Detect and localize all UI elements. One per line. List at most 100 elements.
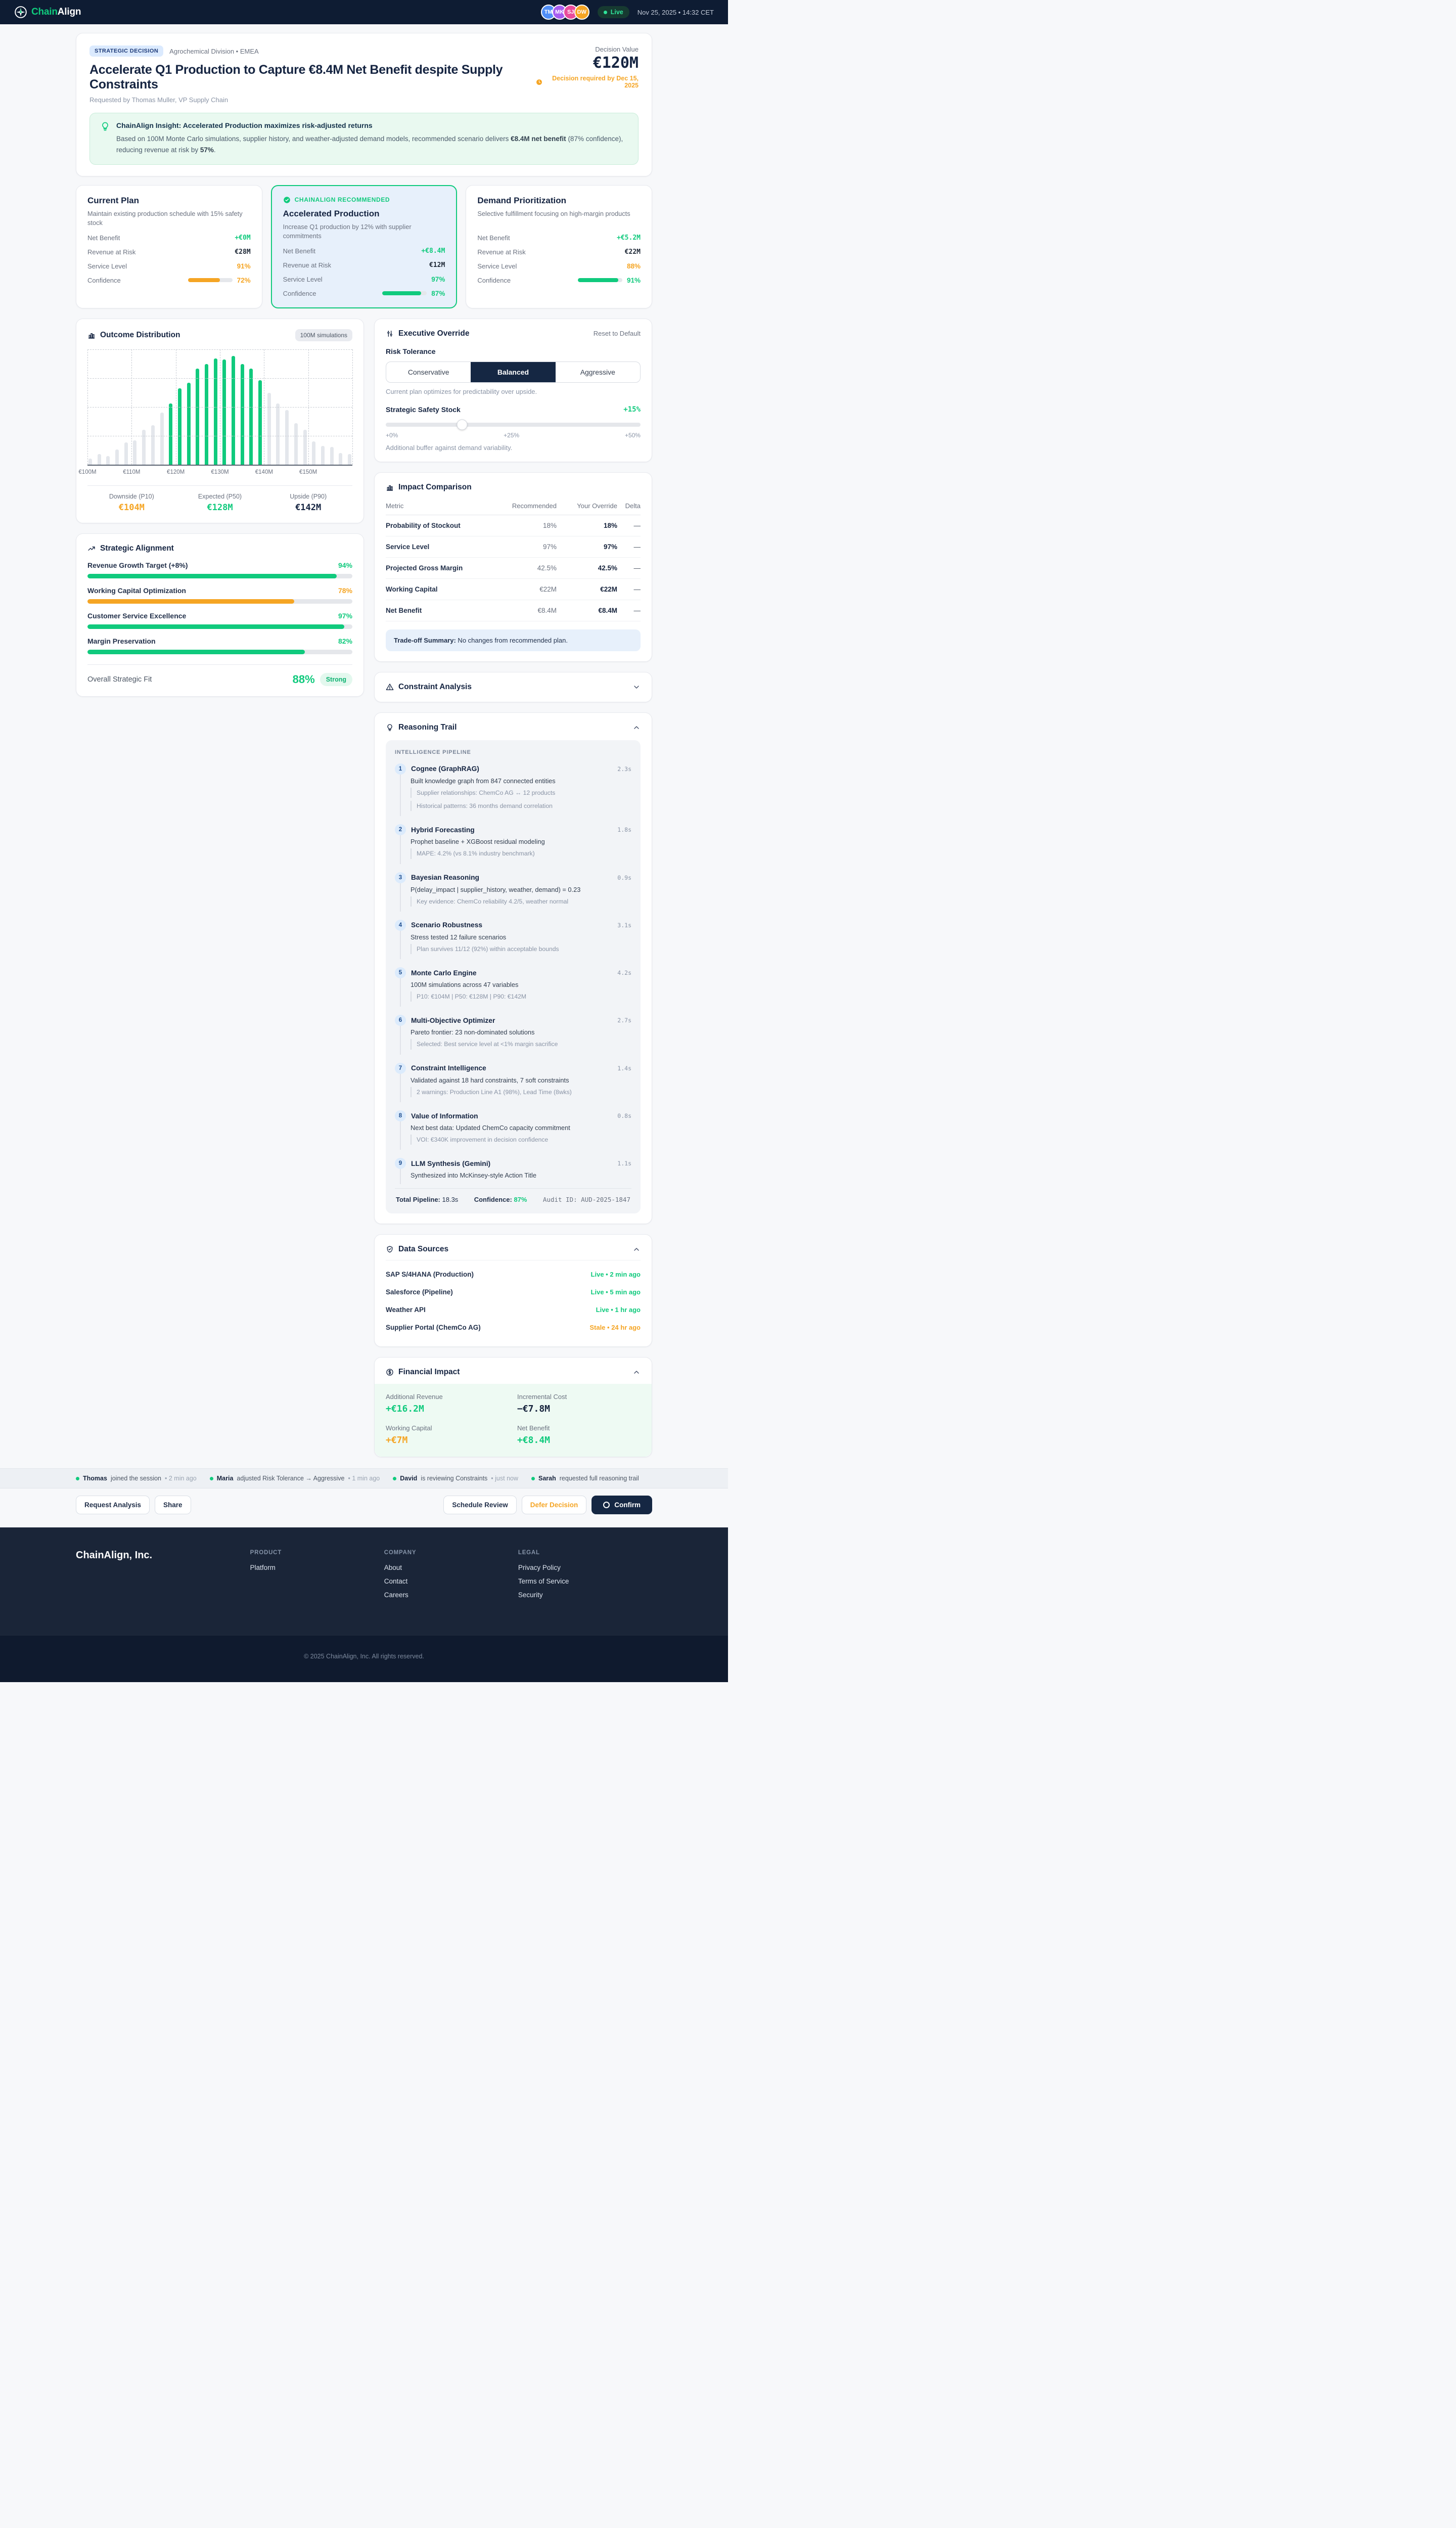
step-evidence: Plan survives 11/12 (92%) within accepta… [411, 944, 631, 954]
footer-link[interactable]: Privacy Policy [518, 1564, 652, 1571]
alignment-name: Revenue Growth Target (+8%) [87, 561, 188, 569]
histogram-bar [187, 383, 191, 465]
scenario-description: Selective fulfillment focusing on high-m… [477, 209, 641, 228]
activity-time: • 2 min ago [165, 1475, 197, 1482]
footer-link[interactable]: About [384, 1564, 518, 1571]
x-axis-label: €100M [78, 469, 96, 475]
percentile-label: Downside (P10) [87, 493, 176, 500]
metric-row: Service Level 91% [87, 262, 251, 270]
scenario-card-1[interactable]: Current PlanMaintain existing production… [76, 185, 262, 308]
overall-fit-value: 88% [293, 673, 315, 686]
footer-heading: PRODUCT [250, 1550, 384, 1556]
metric-name: Service Level [386, 543, 496, 551]
pipeline-step: 4Scenario Robustness3.1sStress tested 12… [395, 920, 631, 959]
histogram-bar [276, 403, 280, 465]
slider-thumb[interactable] [457, 419, 468, 430]
defer-decision-button[interactable]: Defer Decision [522, 1496, 587, 1514]
footer-link[interactable]: Security [518, 1591, 652, 1599]
activity-time: • 1 min ago [348, 1475, 380, 1482]
alignment-item: Revenue Growth Target (+8%)94% [87, 561, 352, 578]
step-number: 1 [395, 763, 406, 775]
metric-label: Service Level [87, 262, 127, 270]
pipeline-confidence: Confidence: 87% [474, 1196, 527, 1203]
alignment-bar-fill [87, 599, 294, 604]
activity-action: is reviewing Constraints [421, 1475, 487, 1482]
footer-link[interactable]: Platform [250, 1564, 384, 1571]
financial-item: Working Capital+€7M [386, 1424, 509, 1446]
gridline-horizontal [87, 407, 352, 408]
page-title: Accelerate Q1 Production to Capture €8.4… [89, 63, 536, 92]
histogram-bar [98, 454, 101, 465]
confidence-bar-wrap: 72% [188, 277, 251, 284]
scenario-card-3[interactable]: Demand Prioritization Selective fulfillme… [466, 185, 652, 308]
share-button[interactable]: Share [155, 1496, 191, 1514]
x-axis-label: €120M [167, 469, 185, 475]
financial-impact-toggle[interactable]: Financial Impact [386, 1368, 641, 1377]
x-axis-label: €150M [299, 469, 317, 475]
insight-banner: ChainAlign Insight: Accelerated Producti… [89, 113, 639, 165]
histogram-bar [232, 356, 235, 464]
metric-cell: — [617, 564, 641, 572]
constraint-analysis-card: Constraint Analysis [374, 672, 652, 702]
metric-value: +€5.2M [617, 234, 641, 242]
brand-logo[interactable]: ChainAlign [14, 6, 81, 19]
step-title: Bayesian Reasoning [411, 874, 612, 881]
bar-chart-icon [87, 331, 96, 339]
step-evidence: Key evidence: ChemCo reliability 4.2/5, … [411, 896, 631, 907]
percentile-value: €104M [87, 503, 176, 513]
metric-label: Revenue at Risk [87, 248, 135, 256]
metric-row: Confidence87% [283, 290, 445, 297]
column-header: Metric [386, 502, 496, 510]
confirm-button[interactable]: Confirm [592, 1496, 652, 1514]
footer-link[interactable]: Contact [384, 1577, 518, 1585]
strategic-alignment-card: Strategic Alignment Revenue Growth Targe… [76, 533, 364, 697]
financial-label: Working Capital [386, 1424, 509, 1432]
percentile-label: Upside (P90) [264, 493, 352, 500]
schedule-review-button[interactable]: Schedule Review [443, 1496, 516, 1514]
scenario-title: Demand Prioritization [477, 196, 641, 206]
risk-option-conservative[interactable]: Conservative [386, 362, 471, 382]
tradeoff-summary: Trade-off Summary: No changes from recom… [386, 629, 641, 651]
chevron-up-icon [632, 724, 641, 732]
decision-header-card: STRATEGIC DECISION Agrochemical Division… [76, 33, 652, 176]
outcome-distribution-card: Outcome Distribution 100M simulations €1… [76, 319, 364, 523]
scenario-card-2[interactable]: CHAINALIGN RECOMMENDEDAccelerated Produc… [271, 185, 458, 308]
histogram-bar [115, 449, 119, 465]
metric-label: Net Benefit [87, 234, 120, 242]
activity-action: adjusted Risk Tolerance → Aggressive [237, 1475, 344, 1482]
reasoning-trail-toggle[interactable]: Reasoning Trail [386, 723, 641, 732]
source-name: Salesforce (Pipeline) [386, 1288, 453, 1296]
activity-item: Davidis reviewing Constraints• just now [393, 1475, 518, 1482]
metric-cell: €8.4M [496, 607, 557, 614]
metric-value: 91% [237, 262, 251, 270]
clock-icon [536, 79, 542, 85]
footer-link[interactable]: Careers [384, 1591, 518, 1599]
step-body: Synthesized into McKinsey-style Action T… [400, 1169, 631, 1184]
intelligence-pipeline: INTELLIGENCE PIPELINE 1Cognee (GraphRAG)… [386, 740, 641, 1214]
alignment-pct: 82% [338, 637, 352, 645]
constraint-analysis-toggle[interactable]: Constraint Analysis [386, 683, 641, 692]
risk-option-balanced[interactable]: Balanced [471, 362, 555, 382]
source-status: Live • 5 min ago [591, 1288, 641, 1296]
step-title: Hybrid Forecasting [411, 826, 612, 834]
confidence-bar [188, 278, 233, 282]
reset-to-default-link[interactable]: Reset to Default [594, 330, 641, 337]
data-sources-toggle[interactable]: Data Sources [386, 1245, 641, 1254]
constraint-title: Constraint Analysis [398, 683, 472, 692]
button-label: Share [163, 1501, 183, 1509]
safety-stock-slider[interactable] [386, 423, 641, 427]
column-header: Recommended [496, 502, 557, 510]
step-evidence: P10: €104M | P50: €128M | P90: €142M [411, 991, 631, 1002]
risk-option-aggressive[interactable]: Aggressive [556, 362, 640, 382]
decision-value: €120M [536, 54, 639, 72]
histogram-bar [303, 430, 307, 464]
column-header: Your Override [557, 502, 617, 510]
footer-link[interactable]: Terms of Service [518, 1577, 652, 1585]
metric-row: Service Level97% [283, 276, 445, 283]
request-analysis-button[interactable]: Request Analysis [76, 1496, 150, 1514]
shield-check-icon [386, 1245, 394, 1253]
step-number: 4 [395, 920, 406, 931]
step-description: Validated against 18 hard constraints, 7… [411, 1076, 631, 1084]
step-evidence: Supplier relationships: ChemCo AG ↔ 12 p… [411, 788, 631, 798]
source-name: Weather API [386, 1306, 426, 1314]
